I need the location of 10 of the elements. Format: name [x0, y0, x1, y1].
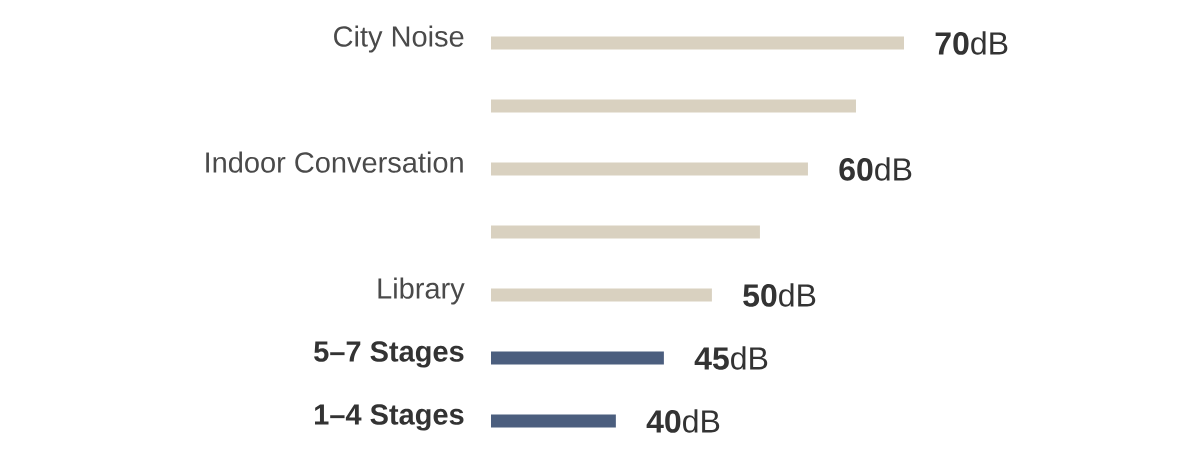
data-label: 45dB	[694, 346, 768, 370]
data-label: 70dB	[935, 31, 1008, 55]
y-tick-label: Indoor Conversation	[206, 151, 463, 173]
y-tick-label: Library	[378, 277, 465, 305]
y-tick-label: 5–7 Stages	[314, 341, 464, 368]
data-label: 50dB	[743, 283, 816, 307]
y-tick-label: City Noise	[334, 25, 464, 53]
data-label: 40dB	[646, 409, 720, 433]
data-label: 60dB	[839, 157, 912, 181]
y-tick-label: 1–4 Stages	[315, 404, 464, 431]
